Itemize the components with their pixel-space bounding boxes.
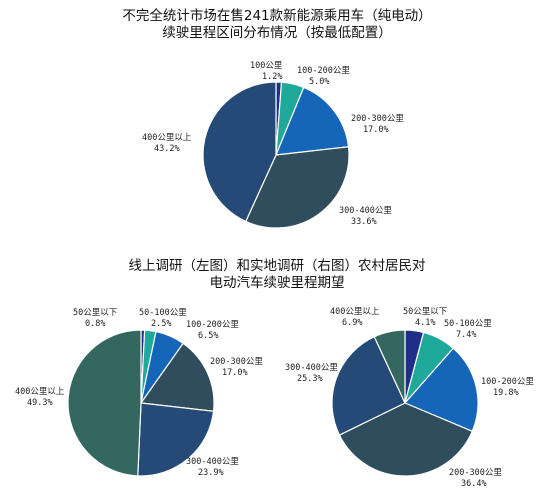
slice-label-3-4: 200-300公里 36.4% (449, 468, 502, 489)
chart-title-top-line1: 不完全统计市场在售241款新能源乘用车（纯电动） (122, 8, 432, 24)
slice-label-1-3: 200-300公里 17.0% (351, 114, 404, 135)
slice-label-1-2: 100-200公里 5.0% (297, 66, 350, 87)
pie-slice-2-6 (67, 329, 142, 477)
chart-title-bottom-line2: 电动汽车续驶里程期望 (209, 275, 345, 291)
slice-label-1-5: 400公里以上 43.2% (142, 133, 192, 154)
slice-label-2-2: 50-100公里 2.5% (139, 308, 187, 329)
chart-title-top: 不完全统计市场在售241款新能源乘用车（纯电动） 续驶里程区间分布情况（按最低配… (0, 8, 554, 42)
slice-label-1-4: 300-400公里 33.6% (339, 206, 392, 227)
pie-slice-3-5 (331, 335, 406, 436)
chart-title-top-line2: 续驶里程区间分布情况（按最低配置） (162, 25, 392, 41)
pie-slice-3-4 (338, 402, 474, 477)
slice-label-3-6: 400公里以上 6.9% (330, 307, 380, 328)
pie-chart-3: 50公里以下 4.1% 50-100公里 7.4% 100-200公里 19.8% 200-… (285, 307, 534, 489)
slice-label-1-1: 100公里 1.2% (250, 61, 283, 82)
slice-label-3-3: 100-200公里 19.8% (481, 377, 534, 398)
pie-slice-2-5 (137, 402, 215, 477)
slice-label-3-1: 50公里以下 4.1% (403, 307, 448, 328)
chart-title-bottom: 线上调研（左图）和实地调研（右图）农村居民对 电动汽车续驶里程期望 (0, 258, 554, 292)
pie-slice-1-3 (275, 86, 350, 156)
slice-label-2-5: 300-400公里 23.9% (186, 457, 239, 478)
pie-slice-3-6 (373, 329, 406, 404)
pie-chart-1: 100公里 1.2% 100-200公里 5.0% 200-300公里 17.0% 300-… (142, 61, 404, 229)
slice-label-3-2: 50-100公里 7.4% (444, 319, 492, 340)
slice-label-3-5: 300-400公里 25.3% (285, 363, 338, 384)
pie-chart-2: 50公里以下 0.8% 50-100公里 2.5% 100-200公里 6.5% 200-3… (15, 308, 263, 478)
slice-label-2-3: 100-200公里 6.5% (186, 320, 239, 341)
pie-slice-1-5 (202, 81, 277, 223)
chart-title-bottom-line1: 线上调研（左图）和实地调研（右图）农村居民对 (128, 258, 426, 274)
pie-slice-2-4 (139, 342, 215, 412)
slice-label-2-4: 200-300公里 17.0% (210, 357, 263, 378)
slice-label-2-6: 400公里以上 49.3% (15, 387, 65, 408)
pie-slice-1-4 (244, 146, 350, 229)
slice-label-2-1: 50公里以下 0.8% (73, 308, 118, 329)
